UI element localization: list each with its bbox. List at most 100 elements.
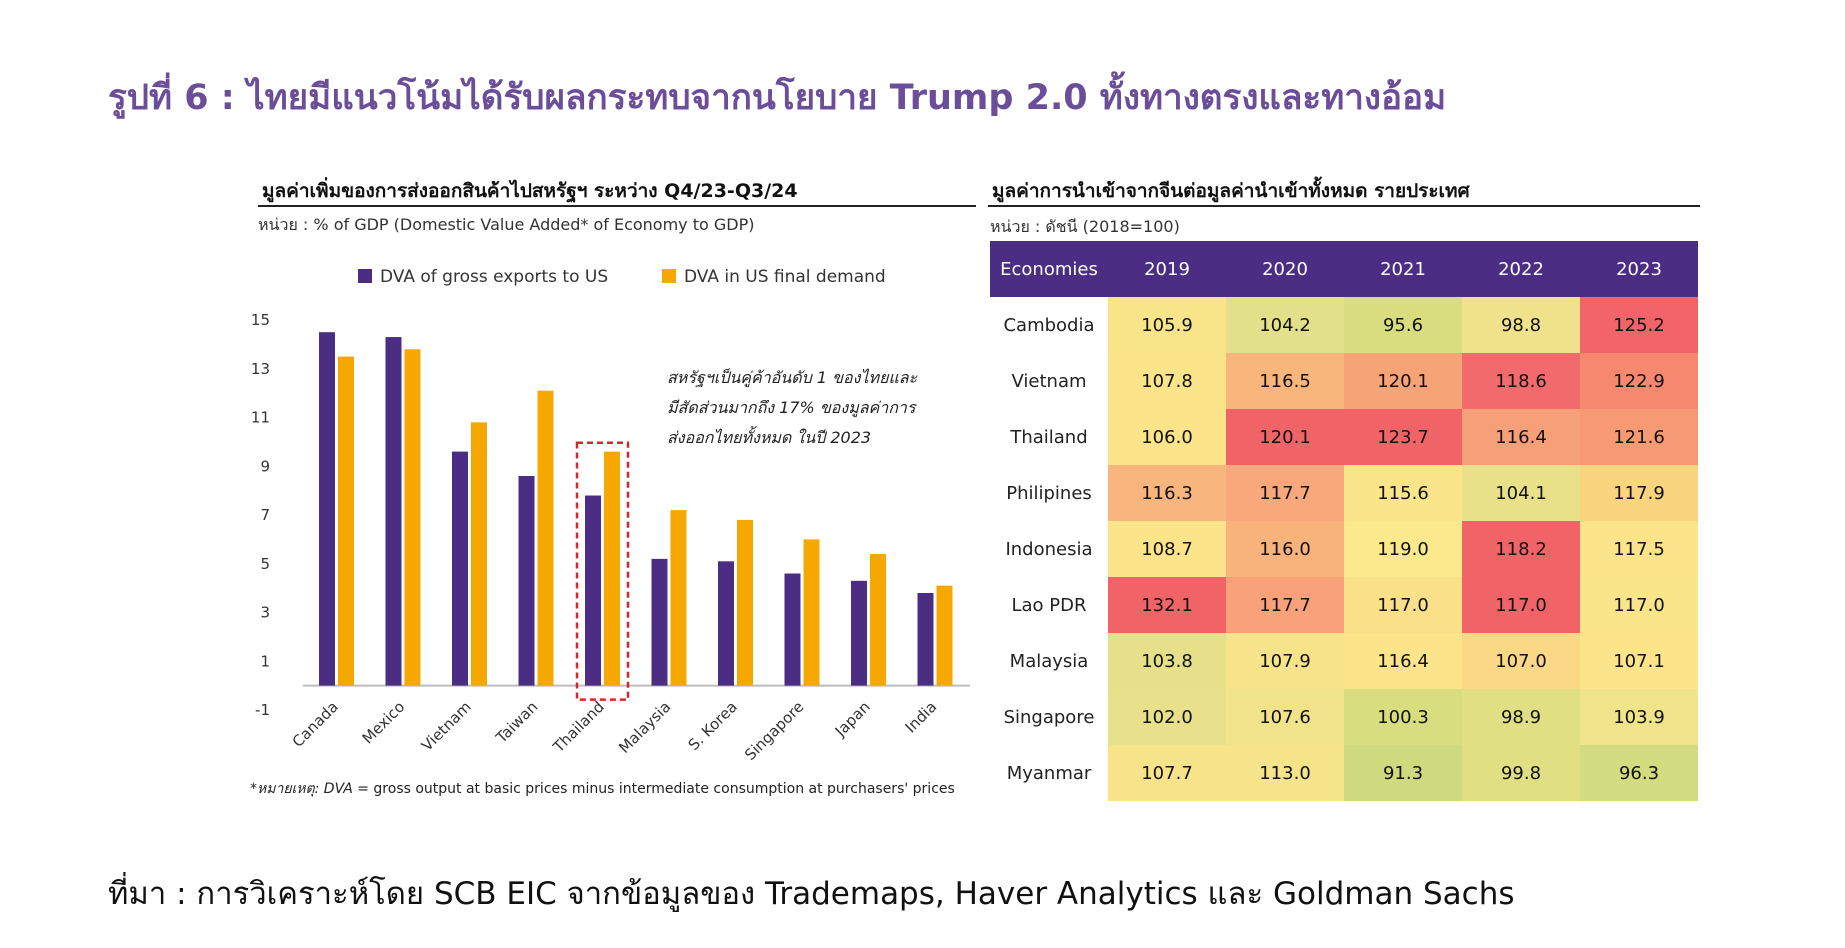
- heatmap-body: Cambodia 105.9 104.2 95.6 98.8 125.2 Vietnam 10…: [990, 297, 1698, 801]
- heatmap-row-label: Singapore: [990, 689, 1108, 745]
- heatmap-row: Vietnam 107.8 116.5 120.1 118.6 122.9: [990, 353, 1698, 409]
- heatmap-cell: 116.5: [1226, 353, 1344, 409]
- heatmap-unit: หน่วย : ดัชนี (2018=100): [990, 217, 1180, 236]
- heatmap-cell: 120.1: [1344, 353, 1462, 409]
- bar: [319, 332, 335, 686]
- heatmap-row: Philipines 116.3 117.7 115.6 104.1 117.9: [990, 465, 1698, 521]
- bar-chart-title: มูลค่าเพิ่มของการส่งออกสินค้าไปสหรัฐฯ ระ…: [262, 180, 798, 202]
- heatmap-header-row: Economies 2019 2020 2021 2022 2023: [990, 241, 1698, 297]
- y-tick-label: 15: [251, 311, 270, 329]
- heatmap-row-label: Myanmar: [990, 745, 1108, 801]
- heatmap-cell: 117.0: [1344, 577, 1462, 633]
- bar: [936, 585, 953, 686]
- heatmap-cell: 95.6: [1344, 297, 1462, 353]
- heatmap-header-year: 2019: [1108, 241, 1226, 297]
- bar: [338, 356, 354, 686]
- bar: [651, 558, 668, 686]
- heatmap-row-label: Thailand: [990, 409, 1108, 465]
- heatmap-cell: 117.0: [1580, 577, 1698, 633]
- x-tick-label: Malaysia: [615, 698, 674, 757]
- bar: [670, 510, 687, 686]
- heatmap-cell: 117.5: [1580, 521, 1698, 577]
- footnote-text: = gross output at basic prices minus int…: [352, 781, 955, 797]
- x-tick-label: Singapore: [741, 698, 807, 764]
- heatmap-row: Thailand 106.0 120.1 123.7 116.4 121.6: [990, 409, 1698, 465]
- heatmap-row: Indonesia 108.7 116.0 119.0 118.2 117.5: [990, 521, 1698, 577]
- heatmap-cell: 91.3: [1344, 745, 1462, 801]
- bar: [385, 337, 402, 686]
- bar: [604, 451, 620, 686]
- source-note: ที่มา : การวิเคราะห์โดย SCB EIC จากข้อมู…: [108, 876, 1515, 912]
- bar: [452, 451, 468, 686]
- heatmap-row-label: Indonesia: [990, 521, 1108, 577]
- y-tick-label: 11: [251, 409, 270, 427]
- bar: [718, 561, 734, 686]
- heatmap-header-year: 2022: [1462, 241, 1580, 297]
- heatmap-cell: 121.6: [1580, 409, 1698, 465]
- heatmap-title-rule: [988, 205, 1700, 207]
- heatmap-row-label: Malaysia: [990, 633, 1108, 689]
- heatmap-row-label: Cambodia: [990, 297, 1108, 353]
- heatmap-cell: 107.7: [1108, 745, 1226, 801]
- heatmap-cell: 107.6: [1226, 689, 1344, 745]
- y-tick-label: 9: [260, 457, 270, 475]
- heatmap-cell: 107.9: [1226, 633, 1344, 689]
- bar: [404, 349, 421, 686]
- bar: [917, 593, 934, 686]
- page-title: รูปที่ 6 : ไทยมีแนวโน้มได้รับผลกระทบจากน…: [108, 78, 1447, 118]
- bar: [784, 573, 801, 686]
- bar: [585, 495, 601, 686]
- heatmap-row: Singapore 102.0 107.6 100.3 98.9 103.9: [990, 689, 1698, 745]
- heatmap-cell: 107.1: [1580, 633, 1698, 689]
- legend-swatch: [662, 269, 676, 283]
- x-tick-label: India: [902, 698, 941, 737]
- thailand-highlight-box: [575, 441, 630, 701]
- heatmap-cell: 118.6: [1462, 353, 1580, 409]
- heatmap-cell: 125.2: [1580, 297, 1698, 353]
- bar: [471, 422, 487, 686]
- heatmap-cell: 119.0: [1344, 521, 1462, 577]
- heatmap-cell: 122.9: [1580, 353, 1698, 409]
- heatmap-cell: 116.4: [1462, 409, 1580, 465]
- heatmap-cell: 102.0: [1108, 689, 1226, 745]
- bar: [803, 539, 820, 686]
- heatmap-title: มูลค่าการนำเข้าจากจีนต่อมูลค่านำเข้าทั้ง…: [992, 180, 1470, 202]
- heatmap-cell: 117.9: [1580, 465, 1698, 521]
- heatmap-cell: 105.9: [1108, 297, 1226, 353]
- bar: [737, 519, 753, 686]
- heatmap-cell: 100.3: [1344, 689, 1462, 745]
- heatmap-cell: 96.3: [1580, 745, 1698, 801]
- bar: [518, 476, 535, 686]
- heatmap-cell: 117.7: [1226, 577, 1344, 633]
- y-tick-label: 5: [260, 555, 270, 573]
- x-tick-label: Canada: [289, 698, 342, 751]
- bar-chart-unit: หน่วย : % of GDP (Domestic Value Added* …: [258, 215, 755, 234]
- x-tick-label: Japan: [831, 698, 874, 741]
- annotation-text: ส่งออกไทยทั้งหมด ในปี 2023: [667, 426, 871, 447]
- y-tick-label: -1: [255, 701, 270, 719]
- heatmap-cell: 113.0: [1226, 745, 1344, 801]
- heatmap-row: Malaysia 103.8 107.9 116.4 107.0 107.1: [990, 633, 1698, 689]
- heatmap-row-label: Philipines: [990, 465, 1108, 521]
- heatmap-cell: 103.8: [1108, 633, 1226, 689]
- heatmap-cell: 132.1: [1108, 577, 1226, 633]
- heatmap-row-label: Lao PDR: [990, 577, 1108, 633]
- heatmap-cell: 108.7: [1108, 521, 1226, 577]
- legend-label: DVA of gross exports to US: [380, 267, 608, 287]
- heatmap-cell: 104.2: [1226, 297, 1344, 353]
- heatmap-cell: 120.1: [1226, 409, 1344, 465]
- heatmap-table: Economies 2019 2020 2021 2022 2023 Cambodia 10…: [990, 241, 1698, 801]
- heatmap-cell: 116.4: [1344, 633, 1462, 689]
- x-tick-label: S. Korea: [685, 698, 741, 754]
- x-tick-label: Vietnam: [418, 698, 475, 755]
- heatmap-cell: 107.8: [1108, 353, 1226, 409]
- heatmap-cell: 118.2: [1462, 521, 1580, 577]
- footnote-label: *หมายเหตุ: DVA: [250, 781, 353, 797]
- heatmap-header-year: 2021: [1344, 241, 1462, 297]
- heatmap-cell: 117.0: [1462, 577, 1580, 633]
- y-tick-label: 3: [260, 604, 270, 622]
- heatmap-row: Lao PDR 132.1 117.7 117.0 117.0 117.0: [990, 577, 1698, 633]
- y-tick-label: 13: [251, 360, 270, 378]
- y-tick-label: 1: [260, 652, 270, 670]
